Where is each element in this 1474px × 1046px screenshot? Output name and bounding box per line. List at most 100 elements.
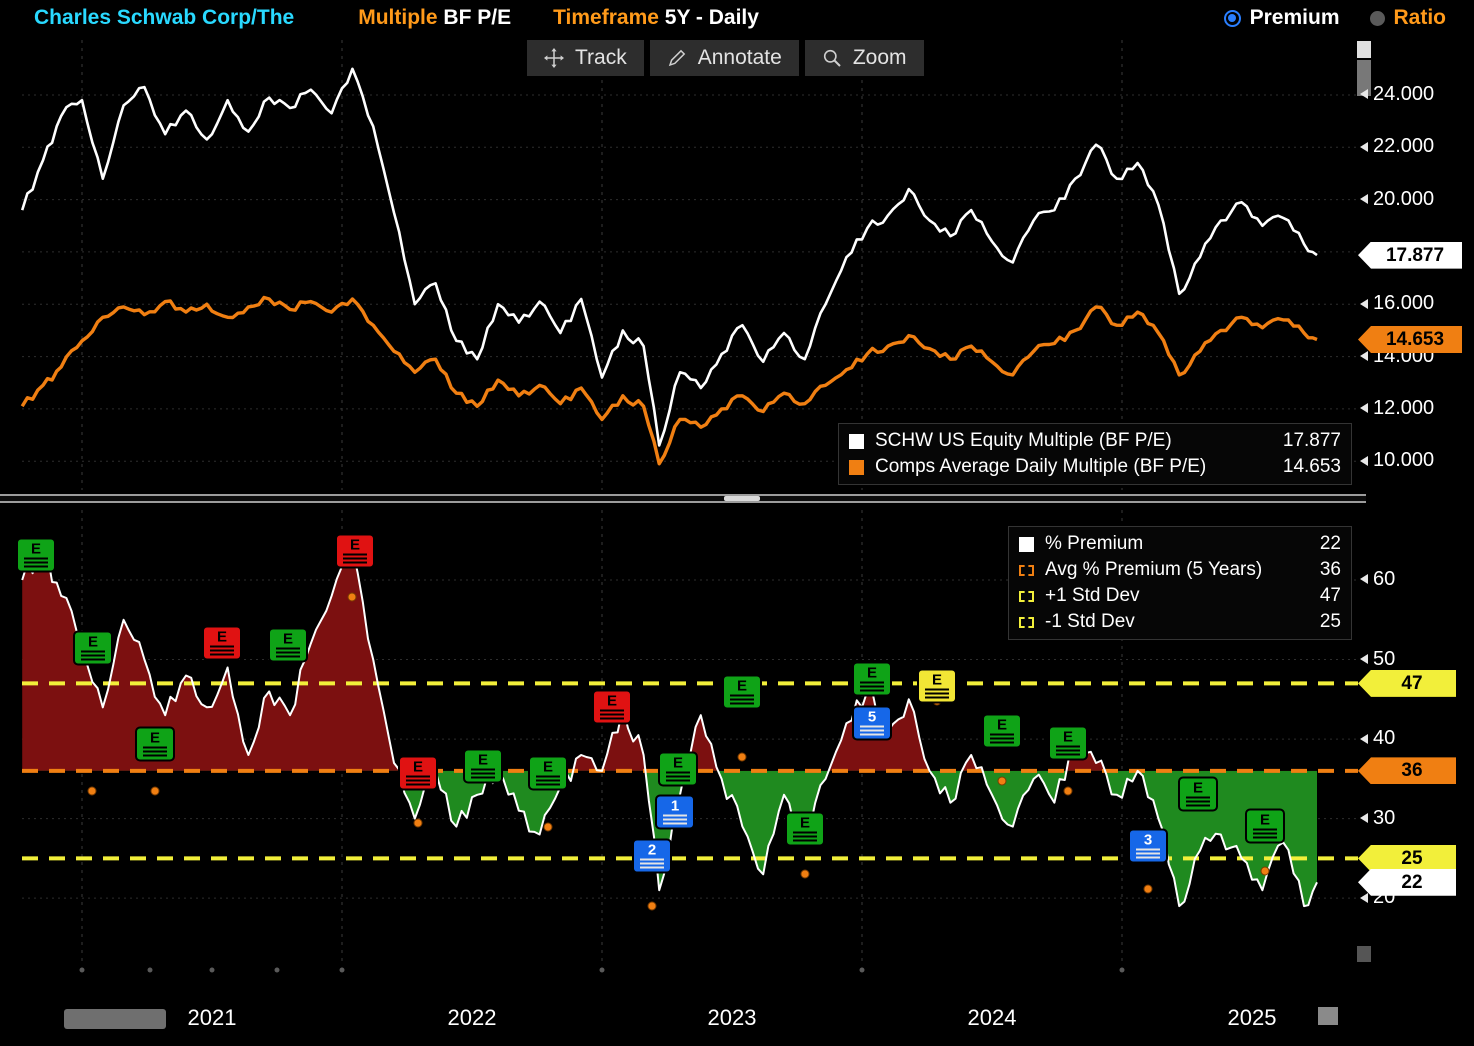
vertical-scrollbar-button[interactable] bbox=[1357, 41, 1371, 58]
badge-line-icon bbox=[406, 775, 430, 778]
timeframe-group[interactable]: Timeframe 5Y - Daily bbox=[553, 6, 759, 30]
earnings-badge[interactable]: E bbox=[1048, 725, 1088, 761]
badge-label: E bbox=[866, 664, 877, 682]
vertical-scrollbar-thumb[interactable] bbox=[1357, 60, 1371, 96]
legend-label: +1 Std Dev bbox=[1045, 585, 1140, 606]
earnings-badge[interactable]: E bbox=[982, 713, 1022, 749]
badge-label: 5 bbox=[867, 708, 877, 726]
splitter-grip-icon[interactable] bbox=[724, 496, 760, 501]
badge-line-icon bbox=[471, 776, 495, 779]
axis-tick-dot bbox=[339, 967, 345, 973]
earnings-badge[interactable]: E bbox=[528, 755, 568, 791]
badge-line-icon bbox=[143, 746, 167, 749]
badge-line-icon bbox=[24, 561, 48, 564]
legend-label: Avg % Premium (5 Years) bbox=[1045, 559, 1263, 580]
badge-line-icon bbox=[640, 866, 664, 869]
legend-label: % Premium bbox=[1045, 533, 1144, 554]
badge-line-icon bbox=[990, 737, 1014, 740]
badge-label: E bbox=[216, 628, 227, 646]
badge-line-icon bbox=[343, 553, 367, 556]
event-count-badge[interactable]: 5 bbox=[852, 705, 892, 741]
event-dot bbox=[800, 869, 810, 879]
badge-line-icon bbox=[1136, 848, 1160, 851]
legend-row[interactable]: Comps Average Daily Multiple (BF P/E) 14… bbox=[849, 454, 1341, 480]
ratio-radio[interactable]: Ratio bbox=[1369, 6, 1446, 30]
legend-row[interactable]: Avg % Premium (5 Years) 36 bbox=[1019, 557, 1341, 583]
pencil-icon bbox=[667, 48, 687, 68]
bottom-panel-legend[interactable]: % Premium 22 Avg % Premium (5 Years) 36 … bbox=[1008, 526, 1352, 640]
panel-splitter[interactable] bbox=[0, 494, 1366, 503]
legend-row[interactable]: % Premium 22 bbox=[1019, 531, 1341, 557]
badge-line-icon bbox=[640, 862, 664, 865]
badge-line-icon bbox=[343, 561, 367, 564]
badge-line-icon bbox=[1056, 745, 1080, 748]
earnings-badge[interactable]: E bbox=[16, 537, 56, 573]
magnifier-icon bbox=[822, 48, 842, 68]
legend-value: 25 bbox=[1319, 611, 1341, 632]
badge-line-icon bbox=[990, 733, 1014, 736]
premium-radio[interactable]: Premium bbox=[1223, 6, 1340, 30]
legend-row[interactable]: -1 Std Dev 25 bbox=[1019, 609, 1341, 635]
earnings-badge[interactable]: E bbox=[463, 748, 503, 784]
axis-tick-dot bbox=[147, 967, 153, 973]
earnings-badge[interactable]: E bbox=[202, 625, 242, 661]
badge-line-icon bbox=[406, 779, 430, 782]
track-crosshair-icon bbox=[544, 48, 564, 68]
earnings-badge[interactable]: E bbox=[658, 751, 698, 787]
earnings-badge[interactable]: E bbox=[268, 627, 308, 663]
earnings-badge[interactable]: E bbox=[73, 630, 113, 666]
mode-toggle: Premium Ratio bbox=[1223, 6, 1446, 30]
chart-toolbar: Track Annotate Zoom bbox=[527, 40, 924, 76]
earnings-badge[interactable]: E bbox=[722, 674, 762, 710]
earnings-badge[interactable]: E bbox=[398, 755, 438, 791]
zoom-button-label: Zoom bbox=[852, 46, 907, 69]
earnings-badge[interactable]: E bbox=[335, 533, 375, 569]
legend-row[interactable]: +1 Std Dev 47 bbox=[1019, 583, 1341, 609]
track-button[interactable]: Track bbox=[527, 40, 644, 76]
event-count-badge[interactable]: 3 bbox=[1128, 828, 1168, 864]
vertical-scrollbar-end[interactable] bbox=[1357, 946, 1371, 962]
badge-line-icon bbox=[640, 858, 664, 861]
earnings-badge[interactable]: E bbox=[592, 689, 632, 725]
event-count-badge[interactable]: 2 bbox=[632, 838, 672, 874]
badge-label: E bbox=[736, 677, 747, 695]
badge-line-icon bbox=[730, 702, 754, 705]
earnings-badge[interactable]: E bbox=[852, 661, 892, 697]
comps-multiple-line bbox=[20, 295, 1318, 466]
event-dot bbox=[543, 822, 553, 832]
earnings-badge[interactable]: E bbox=[917, 668, 957, 704]
legend-label: -1 Std Dev bbox=[1045, 611, 1135, 632]
badge-label: E bbox=[477, 751, 488, 769]
badge-label: E bbox=[412, 758, 423, 776]
badge-label: E bbox=[996, 716, 1007, 734]
badge-label: E bbox=[282, 630, 293, 648]
badge-line-icon bbox=[663, 818, 687, 821]
legend-row[interactable]: SCHW US Equity Multiple (BF P/E) 17.877 bbox=[849, 428, 1341, 454]
earnings-badge[interactable]: E bbox=[785, 811, 825, 847]
event-dot bbox=[150, 786, 160, 796]
zoom-button[interactable]: Zoom bbox=[804, 40, 924, 76]
comps-series-swatch bbox=[849, 459, 864, 475]
field-label: Multiple bbox=[358, 6, 438, 29]
badge-line-icon bbox=[925, 692, 949, 695]
badge-line-icon bbox=[860, 685, 884, 688]
badge-line-icon bbox=[536, 779, 560, 782]
top-panel-legend[interactable]: SCHW US Equity Multiple (BF P/E) 17.877 … bbox=[838, 423, 1352, 485]
field-group[interactable]: Multiple BF P/E bbox=[358, 6, 511, 30]
badge-label: E bbox=[1192, 779, 1203, 797]
badge-line-icon bbox=[860, 729, 884, 732]
badge-line-icon bbox=[471, 772, 495, 775]
earnings-badge[interactable]: E bbox=[1245, 808, 1285, 844]
event-count-badge[interactable]: 1 bbox=[655, 794, 695, 830]
badge-line-icon bbox=[600, 717, 624, 720]
event-dot bbox=[737, 752, 747, 762]
badge-label: E bbox=[149, 729, 160, 747]
badge-line-icon bbox=[860, 689, 884, 692]
horizontal-scrollbar-thumb[interactable] bbox=[64, 1009, 166, 1029]
badge-line-icon bbox=[1186, 796, 1210, 799]
badge-label: E bbox=[799, 814, 810, 832]
earnings-badge[interactable]: E bbox=[1178, 776, 1218, 812]
earnings-badge[interactable]: E bbox=[135, 726, 175, 762]
annotate-button[interactable]: Annotate bbox=[649, 40, 799, 76]
